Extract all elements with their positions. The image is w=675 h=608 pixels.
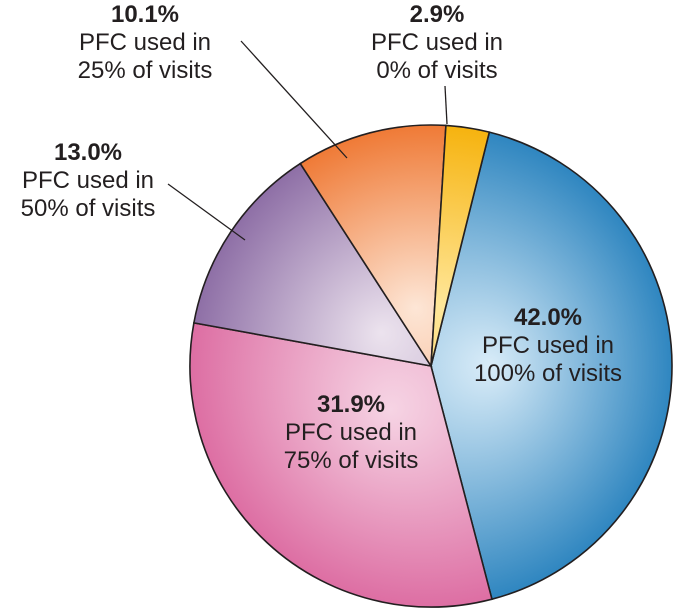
leader-lines [167,40,448,241]
slice-label-percent: 42.0% [514,304,582,331]
pie-slice-10-1pct [299,124,447,369]
pie-slice-2-9pct [430,124,491,367]
leader-line [240,40,348,159]
slice-label-line1: PFC used in [482,332,614,359]
slice-label: 31.9% PFC used in 75% of visits [284,391,419,474]
pie-slice-13-0pct [192,162,433,368]
slice-label: 13.0% PFC used in 50% of visits [21,139,156,222]
slice-label: 2.9% PFC used in 0% of visits [371,1,503,84]
slice-label-line1: PFC used in [371,29,503,56]
pie-slices [189,124,673,608]
slice-label-percent: 31.9% [317,391,385,418]
slice-label-line2: 75% of visits [284,447,419,474]
leader-line [167,183,246,241]
slice-label-line2: 50% of visits [21,195,156,222]
slice-label-percent: 13.0% [54,139,122,166]
slice-label-line1: PFC used in [79,29,211,56]
slice-label-line2: 100% of visits [474,360,622,387]
slice-label-percent: 10.1% [111,1,179,28]
slice-label: 42.0% PFC used in 100% of visits [474,304,622,387]
slice-label: 10.1% PFC used in 25% of visits [78,1,213,84]
slice-label-line1: PFC used in [285,419,417,446]
slice-label-percent: 2.9% [410,1,465,28]
slice-label-line1: PFC used in [22,167,154,194]
pie-slice-31-9pct [189,321,493,608]
slice-label-line2: 0% of visits [376,57,497,84]
slice-label-line2: 25% of visits [78,57,213,84]
leader-line [444,85,448,125]
pie-slice-42-0pct [430,131,673,601]
